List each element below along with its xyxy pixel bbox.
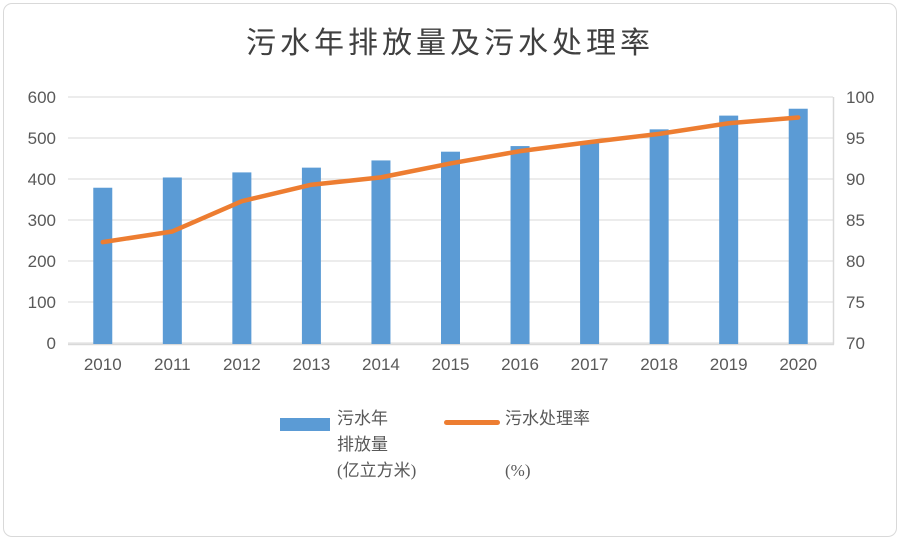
- left-axis-tick-300: 300: [28, 211, 56, 230]
- left-axis-tick-600: 600: [28, 88, 56, 107]
- x-axis-label-2010: 2010: [84, 355, 122, 374]
- left-axis-tick-500: 500: [28, 129, 56, 148]
- legend-line-label-line1: 污水处理率: [505, 409, 590, 428]
- right-axis-tick-100: 100: [846, 88, 874, 107]
- x-axis-label-2013: 2013: [292, 355, 330, 374]
- bar-2018: [649, 129, 669, 344]
- legend-bar-label-line2: 排放量: [337, 435, 388, 454]
- bar-2019: [719, 115, 739, 344]
- x-axis-label-2012: 2012: [223, 355, 261, 374]
- legend-line-swatch: [444, 420, 500, 425]
- left-axis-tick-200: 200: [28, 252, 56, 271]
- x-axis-label-2016: 2016: [501, 355, 539, 374]
- chart-title: 污水年排放量及污水处理率: [246, 27, 654, 60]
- right-axis-tick-70: 70: [846, 334, 865, 353]
- legend-line-label-line2: [505, 432, 590, 458]
- right-axis-tick-80: 80: [846, 252, 865, 271]
- legend-bar-label-line1: 污水年: [337, 409, 388, 428]
- bar-2013: [301, 167, 321, 344]
- legend-bar-swatch: [280, 418, 330, 431]
- bar-2011: [162, 177, 182, 344]
- right-axis-tick-75: 75: [846, 293, 865, 312]
- legend-bar-label-line3: (亿立方米): [337, 461, 417, 480]
- legend-line-label: 污水处理率 (%): [505, 406, 590, 484]
- x-axis-label-2015: 2015: [432, 355, 470, 374]
- bar-2016: [510, 146, 530, 344]
- bar-2020: [788, 108, 808, 344]
- x-axis-label-2019: 2019: [710, 355, 748, 374]
- left-axis-tick-0: 0: [47, 334, 56, 353]
- x-axis-label-2011: 2011: [154, 355, 191, 374]
- bar-2015: [441, 151, 460, 344]
- legend-bar-label: 污水年 排放量 (亿立方米): [337, 406, 416, 484]
- bar-2017: [580, 141, 600, 344]
- x-axis-label-2017: 2017: [571, 355, 609, 374]
- legend-line-label-line3: (%): [505, 461, 531, 480]
- bar-2010: [93, 187, 113, 344]
- left-axis-tick-400: 400: [28, 170, 56, 189]
- right-axis-tick-85: 85: [846, 211, 865, 230]
- right-axis-tick-90: 90: [846, 170, 865, 189]
- x-axis-label-2018: 2018: [640, 355, 678, 374]
- left-axis-tick-100: 100: [28, 293, 56, 312]
- right-axis-tick-95: 95: [846, 129, 865, 148]
- x-axis-label-2014: 2014: [362, 355, 400, 374]
- bar-2014: [371, 160, 391, 344]
- x-axis-label-2020: 2020: [779, 355, 817, 374]
- bar-2012: [232, 172, 252, 344]
- treatment-rate-line: [100, 115, 801, 245]
